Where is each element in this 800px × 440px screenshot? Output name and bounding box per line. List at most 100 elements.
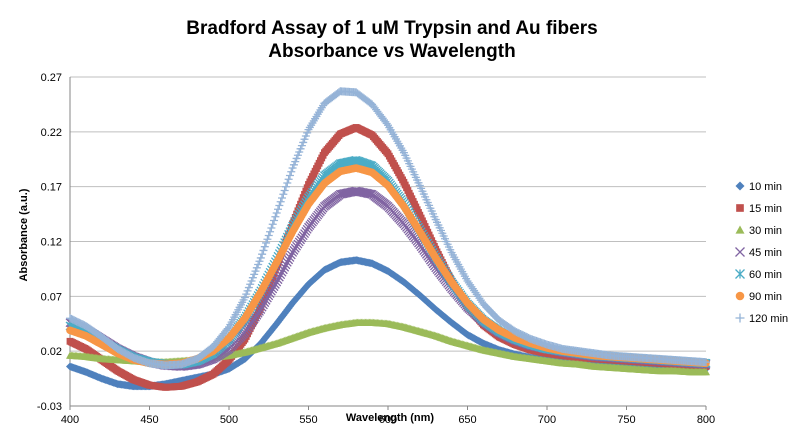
series-marker xyxy=(279,190,288,199)
series-marker xyxy=(256,305,266,314)
legend-label: 45 min xyxy=(749,247,782,259)
series-marker xyxy=(266,286,276,296)
series-marker xyxy=(271,212,280,221)
legend-item: 60 min xyxy=(735,269,782,281)
x-tick-label: 600 xyxy=(379,414,397,426)
series-marker xyxy=(270,279,280,289)
series-marker xyxy=(264,291,274,301)
y-tick-label: 0.22 xyxy=(41,127,62,139)
series-marker xyxy=(266,227,275,236)
legend-label: 10 min xyxy=(749,181,782,193)
x-tick-label: 400 xyxy=(61,414,79,426)
legend-marker-icon xyxy=(735,313,745,323)
series-marker xyxy=(275,201,284,210)
series-marker xyxy=(283,179,292,188)
series-marker xyxy=(272,277,282,287)
y-tick-label: 0.27 xyxy=(41,72,62,84)
series-marker xyxy=(257,302,267,312)
series-marker xyxy=(263,235,272,244)
series-45-min xyxy=(65,186,711,371)
x-tick-label: 800 xyxy=(697,414,715,426)
chart-subtitle: Absorbance vs Wavelength xyxy=(268,41,515,62)
y-tick-label: 0.07 xyxy=(41,291,62,303)
series-marker xyxy=(278,265,288,275)
series-marker xyxy=(261,295,271,305)
series-marker xyxy=(270,216,279,225)
y-tick-label: 0.02 xyxy=(41,346,62,358)
y-tick-label: -0.03 xyxy=(37,401,62,413)
y-axis-title: Absorbance (a.u.) xyxy=(18,188,30,281)
legend-item: 15 min xyxy=(736,203,782,215)
series-marker xyxy=(274,272,284,282)
legend-marker-icon xyxy=(735,247,745,257)
legend-label: 90 min xyxy=(749,291,782,303)
series-marker xyxy=(265,289,275,298)
series-marker xyxy=(258,300,268,310)
legend-label: 120 min xyxy=(749,313,788,325)
x-tick-label: 550 xyxy=(299,414,317,426)
series-marker xyxy=(282,257,292,267)
x-tick-label: 700 xyxy=(538,414,556,426)
series-marker xyxy=(272,208,281,217)
legend: 10 min 15 min 30 min 45 min 60 min 90 min 120 … xyxy=(735,181,788,325)
legend-item: 90 min xyxy=(735,291,782,303)
series-marker xyxy=(285,252,295,262)
series-marker xyxy=(264,231,273,240)
legend-marker-icon xyxy=(735,291,745,301)
series-marker xyxy=(256,253,265,262)
series-marker xyxy=(276,270,286,280)
series-marker xyxy=(281,182,290,191)
series-marker xyxy=(260,298,270,308)
series-marker xyxy=(268,220,277,229)
series-marker xyxy=(278,193,286,202)
series-marker xyxy=(267,223,276,232)
series-marker xyxy=(276,197,285,206)
legend-item: 120 min xyxy=(735,313,788,325)
series-marker xyxy=(262,293,272,303)
legend-marker-icon xyxy=(735,181,745,191)
series-marker xyxy=(262,238,271,247)
x-axis-title: Wavelength (nm) xyxy=(346,412,435,424)
x-tick-label: 650 xyxy=(458,414,476,426)
series-marker xyxy=(274,205,283,214)
series-marker xyxy=(280,262,290,272)
series-120-min xyxy=(66,87,710,370)
legend-item: 45 min xyxy=(735,247,782,259)
y-tick-label: 0.17 xyxy=(41,182,62,194)
series-marker xyxy=(286,250,296,260)
series-marker xyxy=(258,250,267,259)
series-marker xyxy=(284,175,293,184)
series-marker xyxy=(260,242,269,251)
series-marker xyxy=(702,358,710,367)
series-marker xyxy=(223,324,232,333)
legend-marker-icon xyxy=(736,204,744,212)
series-marker xyxy=(281,260,291,270)
series-marker xyxy=(285,171,294,180)
series-90-min xyxy=(66,164,710,369)
series-layer xyxy=(65,87,711,391)
legend-label: 60 min xyxy=(749,269,782,281)
x-tick-label: 750 xyxy=(617,414,635,426)
x-tick-label: 500 xyxy=(220,414,238,426)
x-tick-label: 450 xyxy=(140,414,158,426)
legend-label: 30 min xyxy=(749,225,782,237)
legend-marker-icon xyxy=(735,269,745,279)
series-marker xyxy=(702,368,710,376)
chart-title: Bradford Assay of 1 uM Trypsin and Au fi… xyxy=(186,18,597,39)
y-tick-label: 0.12 xyxy=(41,237,62,249)
series-marker xyxy=(269,282,279,292)
series-marker xyxy=(366,189,376,199)
series-marker xyxy=(259,246,268,255)
series-marker xyxy=(280,186,289,195)
legend-item: 30 min xyxy=(735,225,782,237)
tick-labels: -0.03 0.02 0.07 0.12 0.17 0.22 0.27 400 450 500 55… xyxy=(37,72,715,426)
series-marker xyxy=(284,255,294,265)
legend-marker-icon xyxy=(735,225,745,234)
series-marker xyxy=(382,119,391,128)
series-marker xyxy=(287,167,296,176)
legend-item: 10 min xyxy=(735,181,782,193)
legend-label: 15 min xyxy=(749,203,782,215)
series-marker xyxy=(268,284,278,294)
axes xyxy=(69,77,707,410)
